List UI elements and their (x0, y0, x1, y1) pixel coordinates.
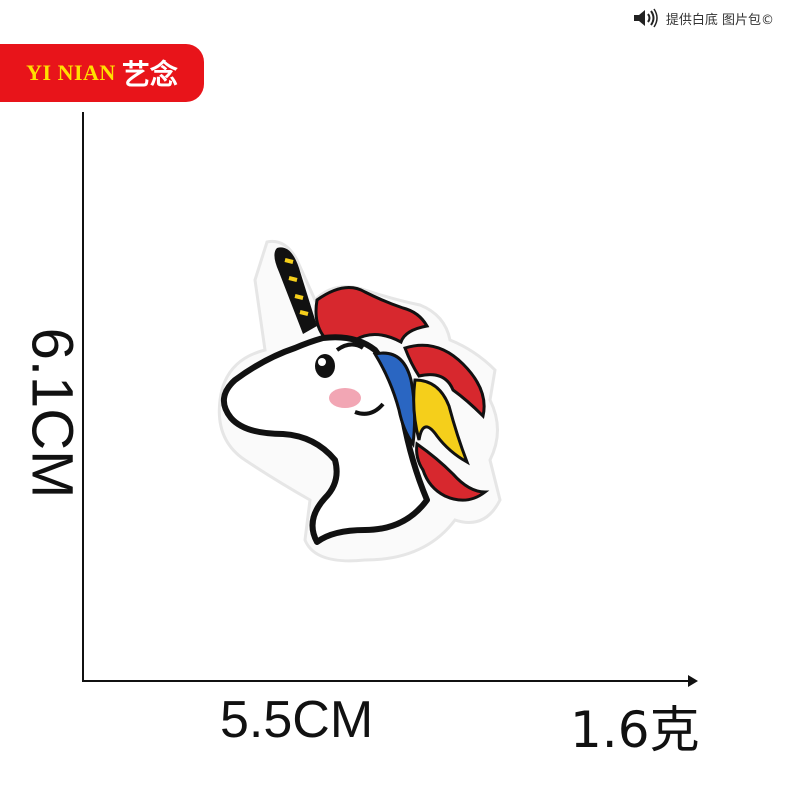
brand-logo: YI NIAN 艺念 (0, 44, 204, 102)
height-label: 6.1CM (19, 327, 85, 499)
width-axis-arrow (688, 675, 698, 687)
height-axis-line (82, 112, 84, 682)
eye (315, 354, 335, 378)
weight-label: 1.6克 (570, 701, 700, 759)
watermark-text: 提供白底 图片包© (665, 12, 774, 28)
cheek (329, 388, 361, 408)
speaker-icon (633, 8, 658, 28)
brand-latin-text: YI NIAN (26, 60, 116, 85)
watermark: 提供白底 图片包© (632, 6, 774, 30)
brand-chinese-text: 艺念 (121, 58, 178, 91)
width-axis-line (82, 680, 692, 682)
unicorn-patch-image (217, 239, 502, 563)
width-label: 5.5CM (220, 691, 374, 749)
